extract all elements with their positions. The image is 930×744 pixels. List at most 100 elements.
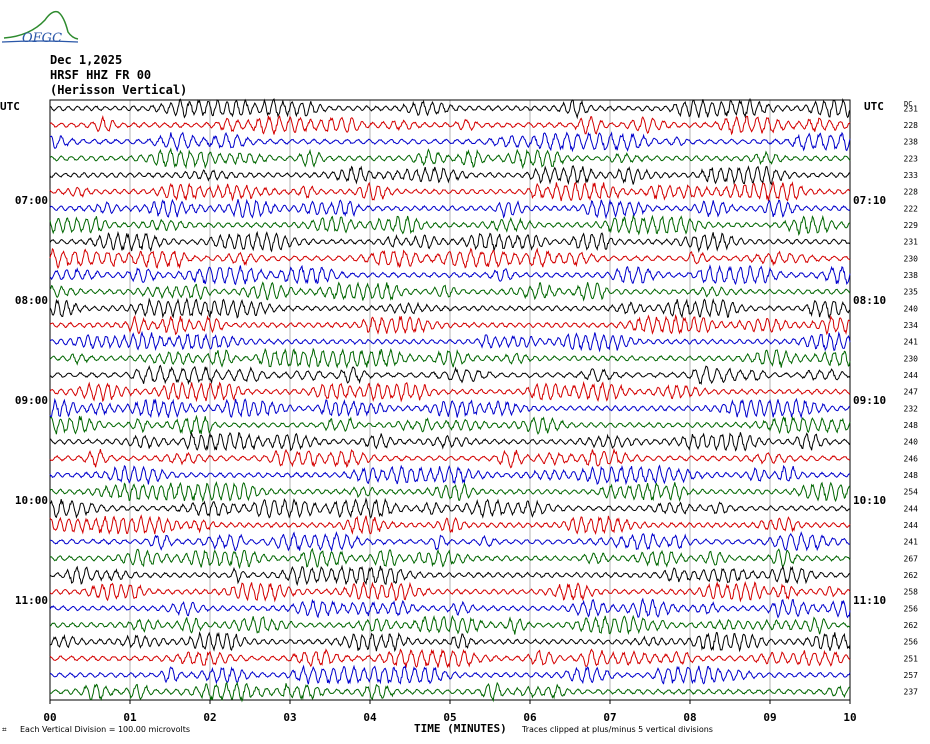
dc-value: 257 [904, 671, 919, 680]
trace-line [49, 514, 851, 536]
trace-line [49, 230, 851, 253]
dc-value: 258 [904, 588, 919, 597]
x-tick-label: 06 [523, 711, 537, 724]
trace-line [49, 264, 851, 286]
dc-value: 241 [904, 538, 919, 547]
date-label: Dec 1,2025 [50, 53, 123, 67]
dc-value: 244 [904, 371, 919, 380]
dc-value: 240 [904, 304, 919, 313]
dc-value: 254 [904, 488, 919, 497]
trace-line [49, 648, 851, 669]
trace-line [49, 431, 851, 452]
trace-line [49, 614, 851, 636]
x-tick-label: 09 [763, 711, 776, 724]
dc-value: 228 [904, 121, 919, 130]
x-tick-label: 08 [683, 711, 696, 724]
trace-line [49, 531, 851, 553]
scale-icon: ⌗ [2, 725, 7, 734]
dc-value: 248 [904, 421, 919, 430]
station-name: (Herisson Vertical) [50, 83, 188, 97]
x-tick-label: 03 [283, 711, 296, 724]
left-time-label: 11:00 [15, 594, 48, 607]
x-tick-label: 07 [603, 711, 616, 724]
x-tick-label: 02 [203, 711, 216, 724]
x-tick-label: 04 [363, 711, 377, 724]
dc-value: 237 [904, 688, 919, 697]
dc-value: 230 [904, 354, 919, 363]
trace-line [49, 380, 851, 403]
left-axis-label: UTC [0, 100, 20, 113]
right-time-label: 11:10 [853, 594, 886, 607]
trace-line [49, 131, 851, 153]
x-tick-label: 10 [843, 711, 856, 724]
trace-line [49, 414, 851, 435]
dc-value: 240 [904, 438, 919, 447]
trace-line [49, 165, 850, 186]
trace-line [49, 664, 851, 685]
trace-line [49, 580, 851, 603]
dc-value: 267 [904, 554, 919, 563]
left-time-label: 08:00 [15, 294, 48, 307]
ofgc-logo: OFGC [1, 10, 79, 46]
right-time-label: 10:10 [853, 494, 886, 507]
trace-line [49, 214, 851, 237]
dc-value: 232 [904, 404, 919, 413]
trace-line [49, 564, 851, 587]
trace-line [49, 297, 851, 320]
dc-value: 247 [904, 388, 919, 397]
dc-value: 223 [904, 154, 919, 163]
trace-line [49, 481, 851, 503]
trace-line [49, 97, 851, 120]
trace-line [49, 347, 851, 369]
right-axis-label: UTC [864, 100, 884, 113]
trace-line [49, 364, 851, 386]
left-time-label: 10:00 [15, 494, 48, 507]
dc-value: 256 [904, 604, 919, 613]
x-tick-label: 05 [443, 711, 456, 724]
dc-value: 229 [904, 221, 919, 230]
dc-value: 256 [904, 638, 919, 647]
trace-line [49, 114, 851, 136]
clip-note: Traces clipped at plus/minus 5 vertical … [522, 725, 713, 734]
x-tick-label: 00 [43, 711, 56, 724]
trace-line [49, 547, 851, 570]
dc-value: 244 [904, 504, 919, 513]
dc-value: 230 [904, 254, 919, 263]
trace-line [49, 247, 851, 270]
right-time-label: 08:10 [853, 294, 886, 307]
trace-line [49, 147, 851, 170]
trace-line [49, 447, 851, 469]
trace-line [49, 281, 851, 302]
trace-line [49, 631, 851, 653]
trace-line [49, 681, 851, 703]
dc-label: DC [904, 100, 912, 108]
dc-value: 246 [904, 454, 919, 463]
trace-line [49, 597, 851, 619]
trace-line [49, 464, 851, 486]
dc-value: 231 [904, 238, 919, 247]
dc-value: 233 [904, 171, 919, 180]
x-tick-label: 01 [123, 711, 137, 724]
right-time-label: 09:10 [853, 394, 886, 407]
left-time-label: 07:00 [15, 194, 48, 207]
dc-value: 248 [904, 471, 919, 480]
trace-line [49, 180, 851, 202]
dc-value: 238 [904, 138, 919, 147]
dc-value: 238 [904, 271, 919, 280]
dc-value: 222 [904, 204, 919, 213]
dc-value: 241 [904, 338, 919, 347]
dc-value: 235 [904, 288, 919, 297]
trace-line [49, 497, 851, 519]
dc-value: 262 [904, 571, 919, 580]
dc-value: 231 [904, 104, 919, 113]
scale-note: Each Vertical Division = 100.00 microvol… [20, 725, 191, 734]
right-time-label: 07:10 [853, 194, 886, 207]
station-label: HRSF HHZ FR 00 [50, 68, 152, 82]
dc-value: 262 [904, 621, 919, 630]
trace-line [49, 397, 851, 419]
x-axis-title: TIME (MINUTES) [414, 722, 507, 735]
logo-text: OFGC [22, 31, 62, 46]
dc-value: 234 [904, 321, 919, 330]
trace-line [49, 330, 851, 353]
